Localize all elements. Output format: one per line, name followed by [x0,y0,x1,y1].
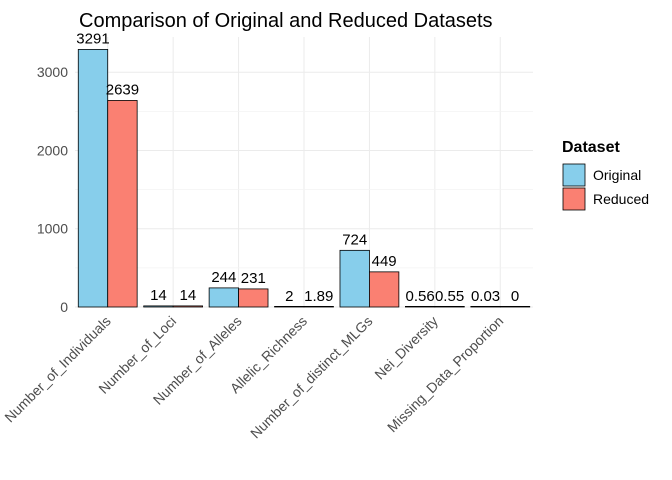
bar-original [405,305,436,308]
legend-key-original [562,163,586,187]
chart-title: Comparison of Original and Reduced Datas… [79,10,493,32]
grid [75,37,533,308]
bar-original [274,305,305,308]
bar-original [77,49,109,308]
x-tick-label: Number_of_distinct_MLGs [247,313,376,442]
x-axis-ticks: Number_of_IndividualsNumber_of_LociNumbe… [1,313,506,442]
data-label: 724 [342,231,367,248]
x-tick-label: Nei_Diversity [371,313,441,383]
data-label: 231 [241,270,266,287]
legend-label: Reduced [593,191,649,207]
data-label: 1.89 [304,288,333,305]
data-label: 244 [211,269,236,286]
bar-original [208,287,239,308]
bar-original [143,305,174,308]
data-label: 2639 [106,81,139,98]
data-label: 0.56 [406,288,435,305]
data-label: 449 [372,253,397,270]
legend-title: Dataset [562,139,620,156]
legend-key-reduced [562,187,586,211]
data-label: 0.55 [435,288,464,305]
y-tick-label: 0 [60,299,68,315]
data-label: 0.03 [471,288,500,305]
legend-label: Original [593,167,641,183]
data-labels: 3291 2639 14 14 244 231 2 1.89 724 449 0.56 0.55 0.0… [76,30,519,305]
y-tick-label: 2000 [37,142,68,158]
bar-reduced [499,305,531,308]
bar-reduced [303,305,334,308]
data-label: 2 [285,288,293,305]
x-tick-label: Missing_Data_Proportion [384,313,506,435]
data-label: 14 [180,287,197,304]
x-tick-label: Number_of_Individuals [1,313,114,426]
y-tick-label: 1000 [37,221,68,237]
bar-reduced [172,305,203,308]
bar-reduced [434,305,465,308]
bar-original [470,305,501,308]
legend: Dataset Original Reduced [562,139,649,211]
bar-reduced [238,288,269,308]
y-tick-label: 3000 [37,64,68,80]
data-label: 3291 [76,30,109,47]
data-label: 14 [150,287,167,304]
data-label: 0 [511,288,519,305]
bars [77,49,531,308]
bar-reduced [107,100,138,308]
bar-reduced [369,271,400,308]
bar-original [339,249,370,308]
y-axis-ticks: 0 1000 2000 3000 [37,64,68,315]
